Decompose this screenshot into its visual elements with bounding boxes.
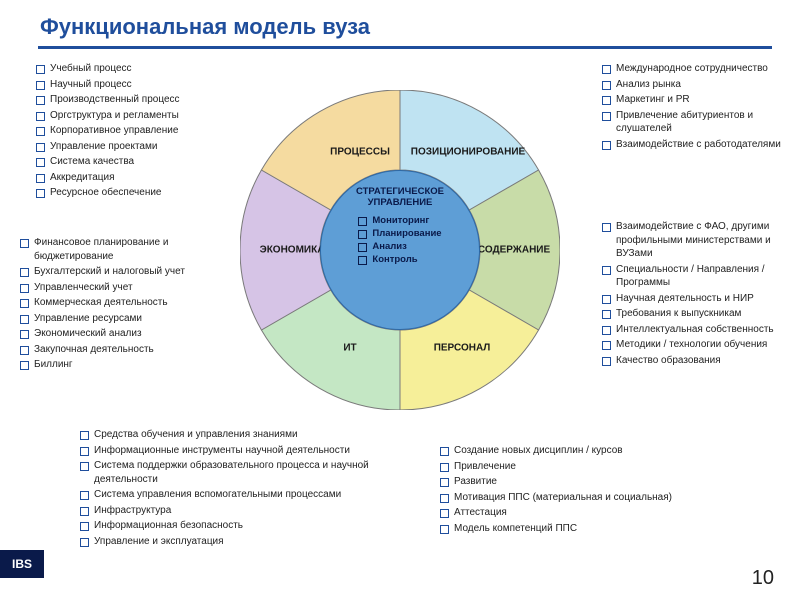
- list-content: Взаимодействие с ФАО, другими профильным…: [602, 220, 792, 369]
- list-item: Мотивация ППС (материальная и социальная…: [440, 491, 770, 505]
- core-item: Контроль: [358, 254, 441, 265]
- list-item: Маркетинг и PR: [602, 93, 782, 107]
- list-item: Экономический анализ: [20, 327, 220, 341]
- ring-diagram: ПРОЦЕССЫ ПОЗИЦИОНИРОВАНИЕ СОДЕРЖАНИЕ ПЕРСОН…: [240, 90, 560, 410]
- list-item: Привлечение: [440, 460, 770, 474]
- list-item: Оргструктура и регламенты: [36, 109, 226, 123]
- list-item: Коммерческая деятельность: [20, 296, 220, 310]
- list-item: Научная деятельность и НИР: [602, 292, 792, 306]
- list-item: Привлечение абитуриентов и слушателей: [602, 109, 782, 136]
- core-item: Планирование: [358, 228, 441, 239]
- list-item: Управление проектами: [36, 140, 226, 154]
- core-title: СТРАТЕГИЧЕСКОЕ УПРАВЛЕНИЕ: [356, 187, 444, 209]
- core-item: Анализ: [358, 241, 441, 252]
- sector-label-processes: ПРОЦЕССЫ: [330, 147, 390, 158]
- list-item: Модель компетенций ППС: [440, 522, 770, 536]
- list-item: Управленческий учет: [20, 281, 220, 295]
- sector-label-positioning: ПОЗИЦИОНИРОВАНИЕ: [411, 147, 525, 158]
- list-item: Система управления вспомогательными проц…: [80, 488, 380, 502]
- list-item: Анализ рынка: [602, 78, 782, 92]
- page-number: 10: [752, 567, 774, 590]
- list-item: Аттестация: [440, 506, 770, 520]
- list-item: Аккредитация: [36, 171, 226, 185]
- list-item: Система качества: [36, 155, 226, 169]
- core-list: Мониторинг Планирование Анализ Контроль: [358, 215, 441, 267]
- page-title: Функциональная модель вуза: [0, 0, 800, 46]
- core-item: Мониторинг: [358, 215, 441, 226]
- list-positioning: Международное сотрудничество Анализ рынка…: [602, 62, 782, 153]
- list-item: Качество образования: [602, 354, 792, 368]
- logo-badge: IBS: [0, 550, 44, 578]
- list-item: Инфраструктура: [80, 504, 380, 518]
- list-processes: Учебный процесс Научный процессПроизводст…: [36, 62, 226, 202]
- list-item: Требования к выпускникам: [602, 307, 792, 321]
- sector-label-personnel: ПЕРСОНАЛ: [434, 343, 491, 354]
- list-item: Взаимодействие с ФАО, другими профильным…: [602, 220, 792, 261]
- sector-label-economics: ЭКОНОМИКА: [260, 245, 325, 256]
- list-item: Средства обучения и управления знаниями: [80, 428, 380, 442]
- list-item: Система поддержки образовательного проце…: [80, 459, 380, 486]
- list-item: Информационная безопасность: [80, 519, 380, 533]
- list-it: Средства обучения и управления знаниями И…: [80, 428, 380, 550]
- title-rule: [38, 46, 772, 49]
- list-item: Управление и эксплуатация: [80, 535, 380, 549]
- list-item: Международное сотрудничество: [602, 62, 782, 76]
- list-item: Методики / технологии обучения: [602, 338, 792, 352]
- list-item: Научный процесс: [36, 78, 226, 92]
- list-item: Взаимодействие с работодателями: [602, 138, 782, 152]
- list-item: Закупочная деятельность: [20, 343, 220, 357]
- list-item: Специальности / Направления / Программы: [602, 263, 792, 290]
- list-item: Производственный процесс: [36, 93, 226, 107]
- list-item: Корпоративное управление: [36, 124, 226, 138]
- list-item: Финансовое планирование и бюджетирование: [20, 236, 220, 263]
- sector-label-content: СОДЕРЖАНИЕ: [478, 245, 550, 256]
- list-item: Создание новых дисциплин / курсов: [440, 444, 770, 458]
- list-item: Биллинг: [20, 358, 220, 372]
- list-personnel: Создание новых дисциплин / курсов Привлеч…: [440, 444, 770, 537]
- list-item: Бухгалтерский и налоговый учет: [20, 265, 220, 279]
- core-circle: СТРАТЕГИЧЕСКОЕ УПРАВЛЕНИЕ Мониторинг План…: [320, 170, 480, 330]
- sector-label-it: ИТ: [343, 343, 356, 354]
- list-item: Информационные инструменты научной деяте…: [80, 444, 380, 458]
- list-item: Ресурсное обеспечение: [36, 186, 226, 200]
- list-item: Учебный процесс: [36, 62, 226, 76]
- list-item: Интеллектуальная собственность: [602, 323, 792, 337]
- list-item: Развитие: [440, 475, 770, 489]
- list-item: Управление ресурсами: [20, 312, 220, 326]
- list-economics: Финансовое планирование и бюджетирование…: [20, 236, 220, 374]
